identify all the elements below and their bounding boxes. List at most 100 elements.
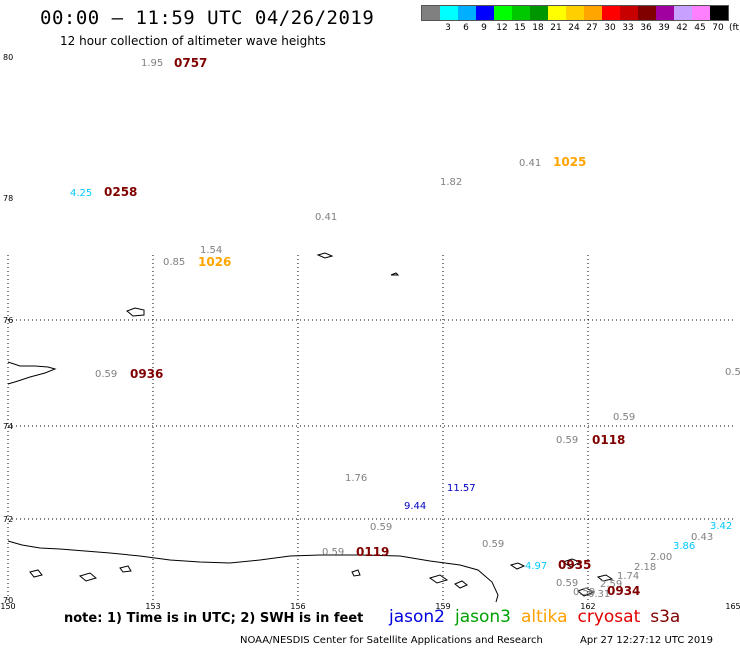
lake-cluster-4 — [428, 574, 449, 584]
legend-tick-label: 27 — [586, 23, 598, 33]
wave-height-label: 2.18 — [634, 562, 656, 573]
wave-height-label: 0.41 — [315, 212, 337, 223]
lake-cluster-3 — [119, 565, 132, 573]
legend-tick-label: 24 — [568, 23, 580, 33]
wave-height-label: 2.00 — [650, 552, 672, 563]
credit-line: NOAA/NESDIS Center for Satellite Applica… — [240, 635, 543, 646]
wave-height-label: 0.59 — [322, 547, 344, 558]
wave-height-label: 0.59 — [482, 539, 504, 550]
wave-height-label: 0.59 — [370, 522, 392, 533]
satellite-name: s3a — [650, 607, 681, 627]
observation-time-label: 0118 — [592, 433, 625, 447]
legend-swatch — [422, 6, 440, 20]
legend-swatch — [476, 6, 494, 20]
wave-height-label: 0.43 — [691, 532, 713, 543]
wave-height-label: 3.86 — [673, 541, 695, 552]
wave-height-label: 3.42 — [710, 521, 732, 532]
latitude-label: 74 — [3, 422, 13, 431]
observation-time-label: 1025 — [553, 155, 586, 169]
latitude-labels: 80 78 76 74 72 70 — [3, 53, 13, 605]
observation-time-label: 0936 — [130, 367, 163, 381]
island-east-4 — [577, 587, 596, 597]
legend-swatch — [458, 6, 476, 20]
observation-time-label: 0258 — [104, 185, 137, 199]
satellite-legend: jason2 jason3 altika cryosat s3a — [389, 607, 690, 627]
satellite-name: altika — [521, 607, 568, 627]
legend-swatch — [440, 6, 458, 20]
coastline-main — [7, 540, 499, 603]
wave-height-label: 1.95 — [141, 58, 163, 69]
wave-height-label: 0.59 — [613, 412, 635, 423]
observation-time-label: 0119 — [356, 545, 389, 559]
longitude-label: 156 — [290, 602, 305, 611]
island-east-3 — [596, 574, 614, 582]
legend-swatch — [656, 6, 674, 20]
legend-swatch — [548, 6, 566, 20]
legend-tick-label: 39 — [658, 23, 670, 33]
island-small-3 — [390, 272, 400, 276]
legend-unit: (ft) — [729, 23, 740, 33]
observation-time-label: 0934 — [607, 584, 640, 598]
wave-height-label: 4.25 — [70, 188, 92, 199]
lake-cluster-6 — [351, 569, 361, 577]
legend-swatch — [674, 6, 692, 20]
lake-cluster-1 — [29, 569, 43, 578]
wave-height-label: 0.59 — [556, 435, 578, 446]
legend-swatch — [512, 6, 530, 20]
lake-cluster-2 — [78, 572, 98, 582]
satellite-name: jason3 — [455, 607, 511, 627]
wave-height-label: 0.31 — [588, 589, 610, 600]
legend-swatch — [602, 6, 620, 20]
wave-height-label: 0.59 — [95, 369, 117, 380]
legend-tick-label: 3 — [445, 23, 451, 33]
island-east-1 — [509, 562, 526, 570]
legend-tick-label: 9 — [481, 23, 487, 33]
legend-swatch — [710, 6, 728, 20]
legend-swatch — [692, 6, 710, 20]
wave-height-label: 1.74 — [617, 571, 639, 582]
wave-height-label: 0.41 — [519, 158, 541, 169]
wave-height-label: 0.59 — [556, 578, 578, 589]
graticule — [7, 255, 733, 600]
wave-height-label: 1.76 — [345, 473, 367, 484]
legend-swatch — [494, 6, 512, 20]
longitude-label: 165 — [725, 602, 740, 611]
wave-height-label: 0.85 — [163, 257, 185, 268]
legend-tick-label: 45 — [694, 23, 706, 33]
longitude-label: 150 — [0, 602, 15, 611]
coastlines — [7, 252, 614, 603]
island-east-2 — [561, 558, 582, 568]
legend-tick-label: 33 — [622, 23, 634, 33]
lake-cluster-5 — [454, 580, 468, 589]
latitude-label: 72 — [3, 515, 13, 524]
island-small-2 — [316, 252, 334, 259]
legend-swatch — [638, 6, 656, 20]
legend-tick-label: 12 — [496, 23, 508, 33]
generation-timestamp: Apr 27 12:27:12 UTC 2019 — [580, 635, 713, 646]
longitude-label: 162 — [580, 602, 595, 611]
footer-note: note: 1) Time is in UTC; 2) SWH is in fe… — [64, 611, 364, 626]
wave-height-label: 9.44 — [404, 501, 426, 512]
island-small-1 — [126, 307, 145, 317]
observation-time-label: 0935 — [558, 558, 591, 572]
page-title: 00:00 – 11:59 UTC 04/26/2019 — [40, 7, 375, 29]
legend-tick-label: 6 — [463, 23, 469, 33]
page-subtitle: 12 hour collection of altimeter wave hei… — [60, 34, 326, 48]
wave-height-label: 4.97 — [525, 561, 547, 572]
wave-height-label: 11.57 — [447, 483, 476, 494]
longitude-labels: 150 153 156 159 162 165 — [0, 602, 740, 611]
legend-tick-label: 70 — [712, 23, 724, 33]
observation-time-label: 1026 — [198, 255, 231, 269]
legend-swatch — [620, 6, 638, 20]
latitude-label: 78 — [3, 194, 13, 203]
wave-height-label: 2.59 — [600, 579, 622, 590]
latitude-label: 70 — [3, 596, 13, 605]
wave-height-label: 1.54 — [200, 245, 222, 256]
legend-tick-label: 42 — [676, 23, 688, 33]
legend-tick-label: 21 — [550, 23, 562, 33]
legend-tick-label: 18 — [532, 23, 544, 33]
legend-tick-label: 36 — [640, 23, 652, 33]
